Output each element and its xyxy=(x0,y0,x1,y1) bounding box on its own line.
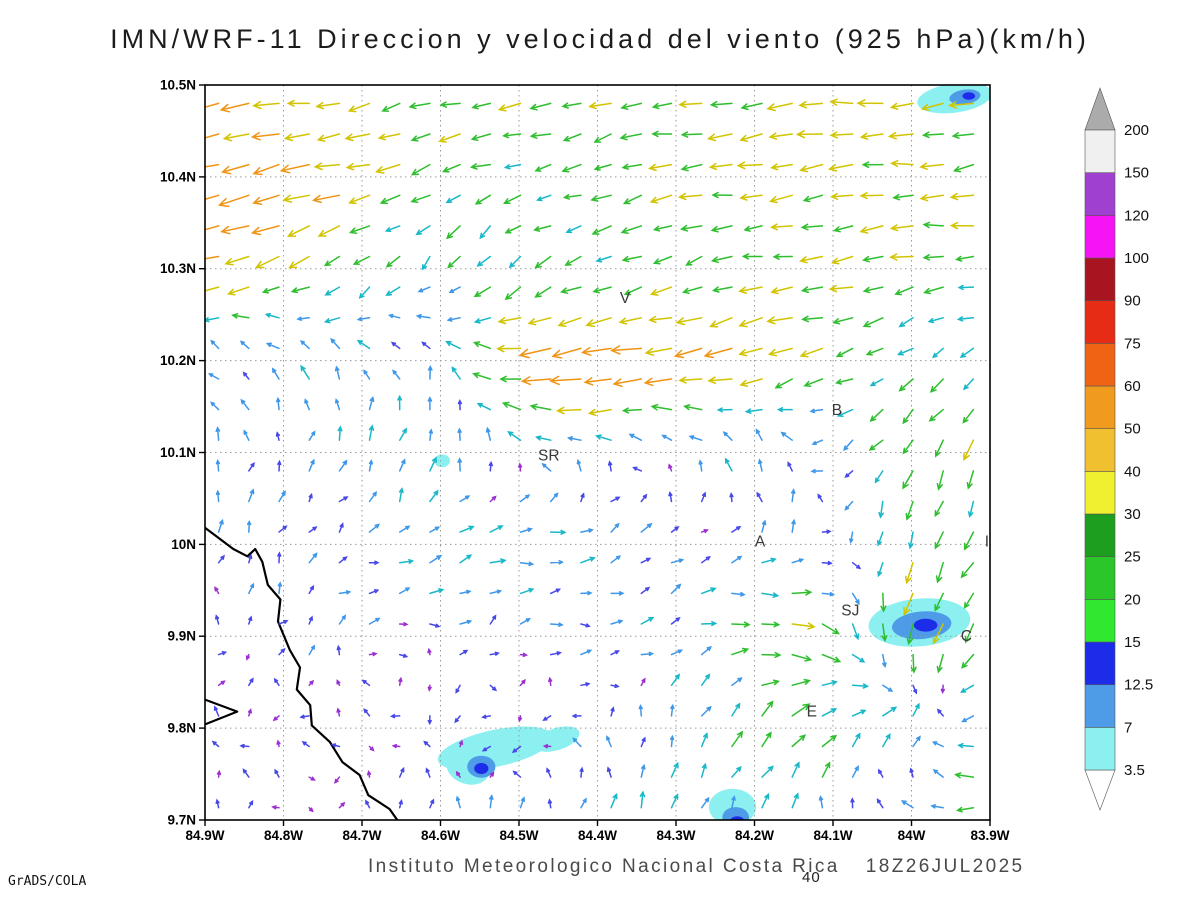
svg-text:200: 200 xyxy=(1124,122,1149,139)
map-frame xyxy=(204,84,991,821)
shaded-regions xyxy=(434,85,990,820)
colorbar-labels: 3.5 7 12.5 15 20 25 30 40 50 60 75 90 100 120 150 200 xyxy=(1124,122,1153,779)
svg-text:SR: SR xyxy=(538,447,560,464)
svg-text:9.9N: 9.9N xyxy=(167,629,196,644)
svg-text:9.7N: 9.7N xyxy=(167,813,196,828)
svg-text:60: 60 xyxy=(1124,378,1141,395)
svg-text:84.3W: 84.3W xyxy=(656,828,695,843)
svg-text:84.8W: 84.8W xyxy=(264,828,303,843)
svg-text:84.4W: 84.4W xyxy=(578,828,617,843)
svg-text:10.4N: 10.4N xyxy=(160,169,196,184)
svg-text:90: 90 xyxy=(1124,293,1141,310)
svg-text:40: 40 xyxy=(1124,463,1141,480)
svg-text:25: 25 xyxy=(1124,549,1141,566)
svg-text:C: C xyxy=(961,628,972,645)
svg-text:10N: 10N xyxy=(171,537,196,552)
svg-text:12.5: 12.5 xyxy=(1124,677,1153,694)
svg-text:10.1N: 10.1N xyxy=(160,445,196,460)
vector-reference-label: 40 xyxy=(802,869,821,886)
grads-credit: GrADS/COLA xyxy=(8,874,87,889)
svg-text:84W: 84W xyxy=(898,828,926,843)
svg-text:20: 20 xyxy=(1124,591,1141,608)
svg-text:75: 75 xyxy=(1124,335,1141,352)
svg-text:10.3N: 10.3N xyxy=(160,261,196,276)
svg-text:84.6W: 84.6W xyxy=(421,828,460,843)
coastline xyxy=(205,526,399,820)
svg-text:E: E xyxy=(807,704,817,721)
svg-text:9.8N: 9.8N xyxy=(167,721,196,736)
svg-text:100: 100 xyxy=(1124,250,1149,267)
svg-text:V: V xyxy=(620,290,631,307)
svg-text:150: 150 xyxy=(1124,165,1149,182)
colorbar xyxy=(1084,87,1116,811)
station-labels: V B SR A SJ C E I xyxy=(538,290,989,720)
wind-arrows xyxy=(205,98,975,813)
svg-text:30: 30 xyxy=(1124,506,1141,523)
svg-text:B: B xyxy=(832,402,842,419)
footer-datetime: 18Z26JUL2025 xyxy=(865,856,1025,877)
footer-institute: Instituto Meteorologico Nacional Costa R… xyxy=(368,856,840,877)
svg-text:84.2W: 84.2W xyxy=(735,828,774,843)
svg-text:SJ: SJ xyxy=(841,603,859,620)
footer: Instituto Meteorologico Nacional Costa R… xyxy=(368,856,1025,878)
svg-text:I: I xyxy=(985,534,989,551)
axis-ticks xyxy=(199,84,991,826)
svg-text:7: 7 xyxy=(1124,719,1132,736)
svg-text:50: 50 xyxy=(1124,421,1141,438)
svg-text:84.1W: 84.1W xyxy=(813,828,852,843)
svg-text:84.7W: 84.7W xyxy=(342,828,381,843)
svg-text:10.2N: 10.2N xyxy=(160,353,196,368)
svg-text:84.5W: 84.5W xyxy=(499,828,538,843)
axis-labels: 84.9W 84.8W 84.7W 84.6W 84.5W 84.4W 84.3W 84.2W… xyxy=(160,78,1010,844)
svg-text:84.9W: 84.9W xyxy=(185,828,224,843)
svg-text:15: 15 xyxy=(1124,634,1141,651)
svg-text:120: 120 xyxy=(1124,207,1149,224)
svg-text:10.5N: 10.5N xyxy=(160,78,196,93)
svg-text:A: A xyxy=(755,534,766,551)
svg-text:3.5: 3.5 xyxy=(1124,762,1145,779)
svg-text:83.9W: 83.9W xyxy=(970,828,1009,843)
chart-title: IMN/WRF-11 Direccion y velocidad del vie… xyxy=(110,24,1090,54)
